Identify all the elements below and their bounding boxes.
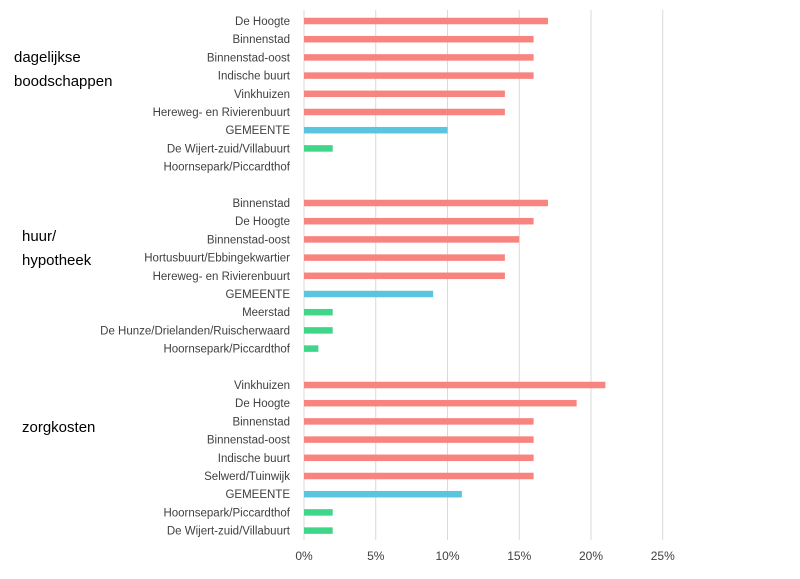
bar — [304, 454, 534, 462]
bars — [304, 17, 606, 534]
category-label: Hoornsepark/Piccardthof — [163, 344, 290, 356]
category-label: GEMEENTE — [225, 289, 290, 301]
x-tick-label: 25% — [651, 549, 675, 563]
category-label: De Wijert-zuid/Villabuurt — [167, 526, 291, 538]
x-tick-label: 20% — [579, 549, 603, 563]
category-label: Binnenstad-oost — [207, 234, 291, 246]
category-label: Meerstad — [242, 307, 290, 319]
bar — [304, 90, 505, 98]
bar — [304, 399, 577, 407]
group-label: boodschappen — [14, 73, 112, 90]
bar — [304, 418, 534, 425]
bar — [304, 236, 520, 243]
category-labels: De Hoogte Binnenstad Binnenstad-oost Indisc… — [100, 16, 291, 538]
x-tick-label: 0% — [295, 549, 313, 563]
category-label: Binnenstad — [232, 416, 290, 428]
category-label: Binnenstad — [232, 198, 290, 210]
category-label: Vinkhuizen — [234, 89, 290, 101]
bar — [304, 436, 534, 443]
category-label: Indische buurt — [218, 453, 291, 465]
bar — [304, 327, 333, 334]
bar — [304, 345, 319, 352]
bar — [304, 72, 534, 79]
category-label: Binnenstad — [232, 34, 290, 46]
category-label: Hortusbuurt/Ebbingekwartier — [144, 253, 290, 265]
bar — [304, 199, 548, 207]
bar — [304, 509, 333, 516]
bar — [304, 145, 333, 152]
bar — [304, 254, 505, 261]
category-label: Hoornsepark/Piccardthof — [163, 162, 290, 174]
category-label: Binnenstad-oost — [207, 52, 291, 64]
bar — [304, 308, 333, 316]
category-label: De Hunze/Drielanden/Ruischerwaard — [100, 325, 290, 337]
category-label: De Hoogte — [235, 216, 290, 228]
x-axis-tick-labels: 0% 5% 10% 15% 20% 25% — [295, 549, 675, 563]
bar — [304, 272, 505, 280]
x-tick-label: 5% — [367, 549, 385, 563]
category-label: Indische buurt — [218, 71, 291, 83]
category-label: Hereweg- en Rivierenbuurt — [153, 107, 291, 119]
bar — [304, 217, 534, 225]
group-label: hypotheek — [22, 252, 92, 269]
bar — [304, 35, 534, 43]
bar — [304, 17, 548, 25]
category-label: Hereweg- en Rivierenbuurt — [153, 271, 291, 283]
bar — [304, 490, 462, 498]
category-label: Selwerd/Tuinwijk — [204, 471, 290, 483]
group-label: huur/ — [22, 228, 57, 245]
category-label: Hoornsepark/Piccardthof — [163, 507, 290, 519]
category-label: De Wijert-zuid/Villabuurt — [167, 143, 291, 155]
bar — [304, 381, 606, 389]
category-label: GEMEENTE — [225, 489, 290, 501]
category-label: Binnenstad-oost — [207, 435, 291, 447]
bar — [304, 54, 534, 61]
group-label: zorgkosten — [22, 419, 95, 436]
group-label: dagelijkse — [14, 49, 81, 66]
x-tick-label: 15% — [507, 549, 531, 563]
category-label: Vinkhuizen — [234, 380, 290, 392]
group-labels: dagelijkse boodschappen huur/hypotheek zorg… — [14, 49, 112, 436]
bar — [304, 527, 333, 534]
category-label: De Hoogte — [235, 398, 290, 410]
category-label: GEMEENTE — [225, 125, 290, 137]
bar — [304, 126, 448, 134]
category-label: De Hoogte — [235, 16, 290, 28]
x-tick-label: 10% — [435, 549, 459, 563]
bar — [304, 472, 534, 480]
bar — [304, 290, 434, 298]
bar — [304, 108, 505, 116]
